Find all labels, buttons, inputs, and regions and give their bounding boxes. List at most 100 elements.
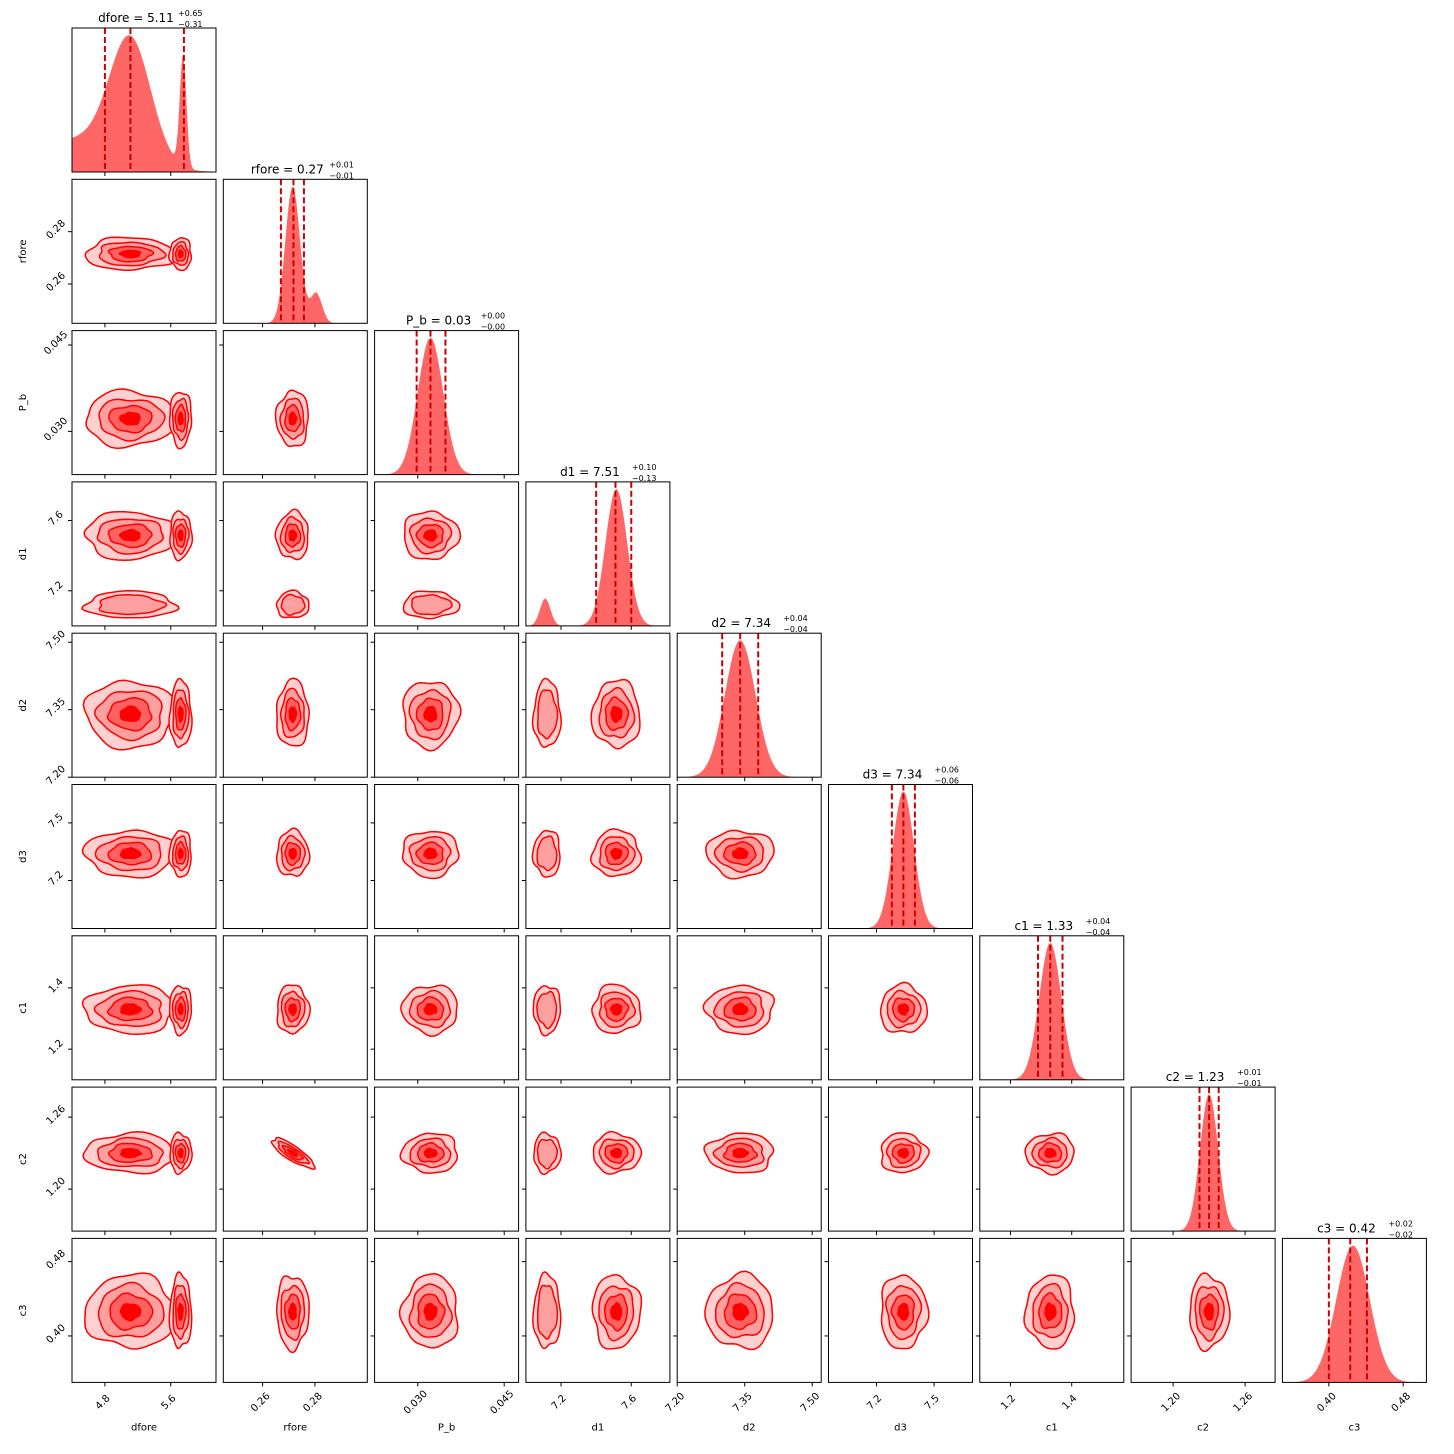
axes-frame [374,632,520,778]
x-tick-label: 0.48 [1390,1391,1414,1415]
x-tick-label: 7.5 [923,1393,942,1412]
y-tick-label: 1.26 [44,1104,68,1128]
axes-frame [71,1086,217,1232]
param-title: c1 = 1.33 [1014,919,1073,933]
title-lower-error: −0.01 [1237,1079,1262,1088]
x-axis-label: d2 [743,1422,756,1433]
axes-frame [525,1086,671,1232]
axes-frame [71,1237,217,1383]
contour-level-4 [119,411,141,426]
contour-panel-d3-c2 [824,1086,973,1236]
x-tick-label: 1.2 [999,1393,1018,1412]
contour-level-4 [423,1302,438,1321]
title-lower-error: −0.04 [783,625,808,634]
y-axis-label: c2 [18,1153,29,1165]
y-tick-label: 7.50 [44,629,68,653]
param-title: P_b = 0.03 [406,314,471,328]
contour-panel-c1-c3: 1.2 1.4c1 [975,1237,1125,1433]
contour-level-4 [288,529,298,542]
contour-panel-d3-c3: 7.2 7.5 d3 [824,1237,973,1433]
contour-panel-rfore-P_b [219,330,368,479]
x-axis-label: c3 [1348,1422,1360,1433]
y-axis-label: c1 [18,1002,29,1014]
x-tick-label: 1.20 [1160,1391,1184,1415]
contour-level-2 [536,689,559,740]
x-tick-label: 7.6 [620,1393,639,1412]
title-upper-error: +0.01 [1237,1068,1262,1077]
y-tick-label: 7.5 [47,812,66,831]
y-tick-label: 7.2 [47,579,66,598]
contour-level-4 [118,528,141,542]
contour-panel-dfore-rfore: 0.26 0.28 rfore [18,178,217,328]
histogram-fill [525,489,670,626]
axes-frame [525,632,671,778]
y-axis-label: rfore [18,239,29,263]
histogram-fill [1282,1245,1427,1383]
contour-panel-d2-d3 [673,784,822,933]
contour-panel-rfore-c2 [219,1086,368,1236]
x-tick-label: 1.26 [1232,1391,1256,1415]
x-axis-label: c2 [1197,1422,1209,1433]
y-tick-label: 0.045 [42,329,70,357]
histogram-fill [828,791,973,929]
histogram-d2: d2 = 7.34 +0.04 −0.04 [676,614,822,782]
y-tick-label: 1.2 [47,1038,66,1057]
contour-panel-d1-c1 [521,935,671,1084]
y-axis-label: d3 [18,850,29,863]
axes-frame [71,632,217,778]
contour-level-2 [536,1138,559,1170]
contour-panel-dfore-c1: 1.2 1.4 c1 [18,935,217,1084]
contour-level-4 [610,1302,623,1321]
contour-panel-P_b-d3 [370,784,520,933]
axes-frame [71,784,217,929]
axes-frame [222,178,368,324]
title-upper-error: +0.10 [632,463,657,472]
contour-level-4 [897,1302,910,1321]
x-tick-label: 7.20 [664,1391,688,1415]
axes-frame [676,1086,822,1232]
title-upper-error: +0.04 [1086,917,1111,926]
contour-level-4 [120,1003,143,1016]
contour-level-4 [610,706,623,723]
contour-level-4 [288,706,298,724]
contour-panel-rfore-d3 [219,784,368,933]
x-axis-label: d1 [592,1422,605,1433]
title-lower-error: −0.04 [1086,928,1111,937]
axes-frame [525,935,671,1081]
x-tick-label: 7.35 [731,1391,755,1415]
contour-level-4 [288,848,298,860]
contour-level-4 [177,847,184,860]
x-tick-label: 5.6 [159,1393,178,1412]
axes-frame [374,935,520,1081]
title-lower-error: −0.02 [1388,1230,1413,1239]
param-title: c2 = 1.23 [1166,1070,1225,1084]
contour-level-4 [177,529,184,542]
contour-panel-rfore-d2 [219,632,368,782]
axes-frame [525,481,671,627]
x-tick-label: 0.26 [249,1391,273,1415]
contour-panel-dfore-d3: 7.2 7.5 d3 [18,784,217,933]
axes-frame [828,1086,973,1232]
axes-frame [828,935,973,1081]
y-axis-label: d1 [18,548,29,561]
axes-frame [979,1086,1125,1232]
contour-panel-dfore-d1: 7.2 7.6 d1 [18,481,217,630]
contour-level-4 [1203,1302,1214,1321]
contour-level-4 [119,847,142,860]
histogram-P_b: P_b = 0.03 +0.00 −0.00 [374,312,520,479]
axes-frame [525,1237,671,1383]
y-axis-label: d2 [18,699,29,712]
axes-frame [979,935,1125,1081]
histogram-dfore: dfore = 5.11 +0.65 −0.31 [71,9,217,176]
title-lower-error: −0.00 [481,323,506,332]
y-tick-label: 1.20 [44,1176,68,1200]
axes-frame [222,481,368,627]
contour-level-4 [423,529,438,542]
axes-frame [222,1237,368,1383]
histogram-c3: c3 = 0.42 +0.02 −0.02 0.40 0.48 c3 [1281,1219,1427,1433]
histogram-fill [979,943,1124,1080]
x-axis-label: rfore [283,1422,307,1433]
contour-panel-d1-d3 [521,784,671,933]
param-title: c3 = 0.42 [1317,1221,1376,1235]
